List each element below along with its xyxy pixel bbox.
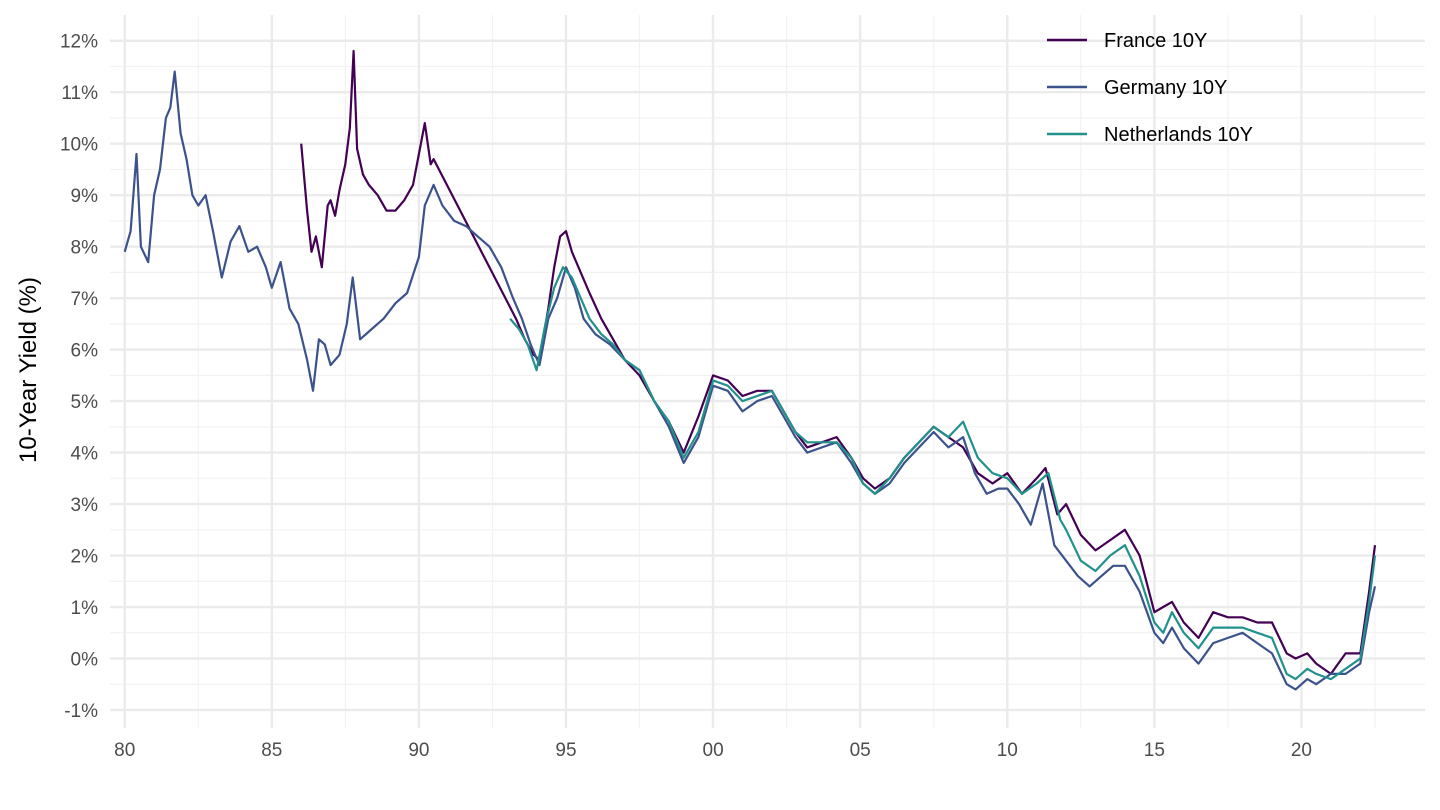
y-tick-label: 6% [71, 341, 99, 362]
grid-lines [110, 15, 1425, 728]
x-tick-label: 00 [703, 740, 724, 761]
series-line-3 [509, 266, 1377, 681]
y-tick-label: 5% [71, 392, 99, 413]
x-tick-label: 05 [850, 740, 871, 761]
y-tick-label: 8% [71, 238, 99, 259]
y-tick-label: 9% [71, 186, 99, 207]
x-tick-label: 90 [408, 740, 429, 761]
y-tick-label: 2% [71, 547, 99, 568]
x-tick-label: 95 [555, 740, 576, 761]
x-tick-label: 20 [1291, 740, 1312, 761]
x-axis-ticks: 80 85 90 95 00 05 10 15 20 [114, 740, 1312, 761]
y-tick-label: -1% [64, 701, 98, 722]
series-lines [123, 49, 1377, 691]
legend: France 10Y Germany 10Y Netherlands 10Y [1047, 30, 1253, 146]
y-tick-label: 11% [61, 83, 98, 104]
legend-label: Germany 10Y [1104, 77, 1227, 99]
y-tick-label: 4% [71, 444, 99, 465]
y-axis-title: 10-Year Yield (%) [15, 277, 42, 463]
legend-label: France 10Y [1104, 30, 1207, 52]
x-tick-label: 10 [997, 740, 1018, 761]
y-tick-label: 0% [71, 650, 99, 671]
y-axis-ticks: -1% 0% 1% 2% 3% 4% 5% 6% 7% 8% 9% 10% 11% 12% [60, 32, 98, 722]
y-tick-label: 7% [71, 289, 99, 310]
series-line-1 [300, 49, 1377, 675]
y-tick-label: 10% [60, 135, 98, 156]
x-tick-label: 15 [1144, 740, 1165, 761]
y-tick-label: 12% [60, 32, 98, 53]
series-line-2 [123, 70, 1377, 691]
y-tick-label: 3% [71, 495, 99, 516]
legend-label: Netherlands 10Y [1104, 124, 1253, 146]
x-tick-label: 85 [261, 740, 282, 761]
x-tick-label: 80 [114, 740, 135, 761]
y-tick-label: 1% [71, 598, 99, 619]
